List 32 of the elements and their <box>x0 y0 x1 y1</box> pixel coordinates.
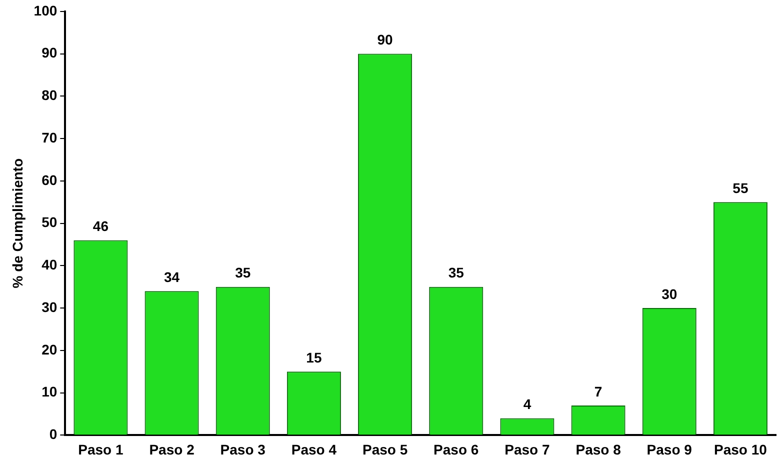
data-label: 4 <box>523 396 532 412</box>
x-tick-label: Paso 6 <box>434 441 479 458</box>
x-tick-label: Paso 8 <box>576 441 622 458</box>
y-tick-label: 70 <box>42 129 58 146</box>
x-tick-label: Paso 2 <box>149 441 195 458</box>
x-tick-label: Paso 9 <box>646 441 692 458</box>
x-tick-label: Paso 3 <box>220 441 266 458</box>
data-label: 15 <box>306 349 322 366</box>
data-label: 90 <box>377 32 394 48</box>
y-tick-label: 20 <box>42 341 58 358</box>
x-tick-label: Paso 1 <box>78 441 124 458</box>
x-tick-label: Paso 10 <box>714 441 768 458</box>
x-tick-label: Paso 7 <box>504 441 550 458</box>
data-label: 55 <box>732 180 748 196</box>
x-tick-label: Paso 5 <box>362 441 408 458</box>
y-axis-title: % de Cumplimiento <box>9 158 26 288</box>
x-tick-label: Paso 4 <box>291 441 337 458</box>
data-label: 7 <box>594 383 602 400</box>
data-label: 34 <box>164 268 180 285</box>
y-tick-label: 10 <box>42 384 58 400</box>
y-tick-label: 30 <box>42 298 58 315</box>
y-tick-label: 0 <box>49 426 58 442</box>
y-tick-label: 40 <box>42 256 58 273</box>
data-label: 35 <box>235 264 251 281</box>
y-tick-label: 60 <box>42 172 58 188</box>
y-tick-label: 80 <box>42 87 58 104</box>
y-tick-label: 100 <box>34 2 58 18</box>
y-tick-label: 90 <box>42 44 58 61</box>
data-label: 46 <box>92 218 109 234</box>
y-tick-label: 50 <box>42 214 58 230</box>
data-label: 35 <box>448 264 464 281</box>
data-label: 30 <box>662 286 678 302</box>
